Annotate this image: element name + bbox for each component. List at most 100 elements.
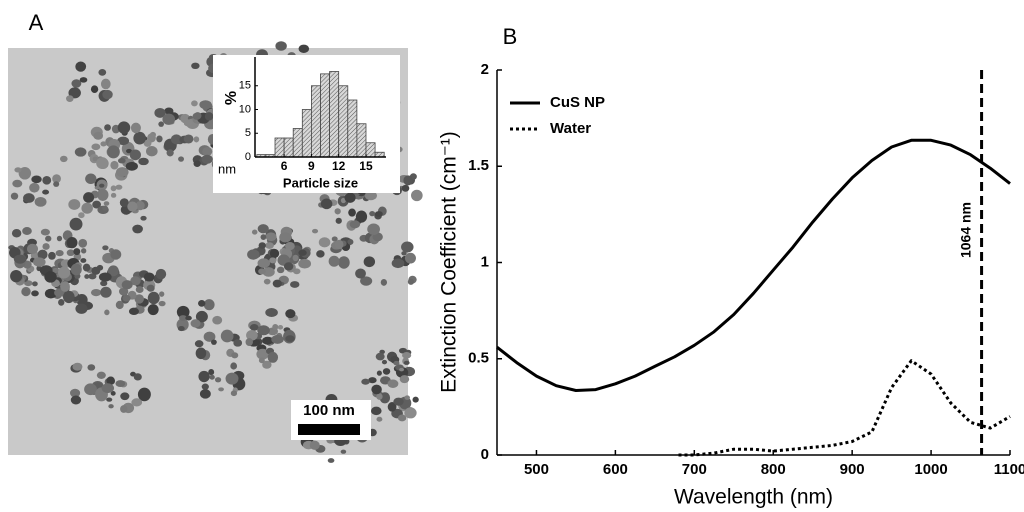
y-axis-label: Extinction Coefficient (cm⁻¹) (438, 131, 461, 393)
scale-bar-label: 100 nm (303, 402, 355, 419)
nanoparticle (212, 315, 223, 325)
nanoparticle (92, 156, 98, 162)
nanoparticle (166, 149, 174, 157)
nanoparticle (107, 265, 119, 277)
nanoparticle (367, 223, 380, 235)
nanoparticle (298, 258, 312, 269)
nanoparticle (120, 405, 128, 413)
nanoparticle (155, 268, 167, 280)
nanoparticle (340, 449, 347, 454)
nanoparticle (125, 161, 138, 171)
series-line (678, 359, 1011, 457)
nanoparticle (71, 79, 82, 88)
nanoparticle (269, 248, 280, 258)
x-tick-label: 800 (761, 461, 786, 478)
nanoparticle (176, 305, 190, 319)
x-tick-label: 500 (524, 461, 549, 478)
nanoparticle (265, 232, 277, 241)
nanoparticle (33, 257, 46, 267)
nanoparticle (361, 378, 370, 385)
nanoparticle (24, 280, 33, 287)
nanoparticle (198, 370, 210, 383)
nanoparticle (230, 390, 238, 397)
nanoparticle (404, 252, 416, 264)
nanoparticle (376, 370, 382, 376)
bar (320, 73, 330, 158)
nanoparticle (258, 357, 265, 364)
nanoparticle (369, 210, 376, 217)
nanoparticle (128, 307, 139, 316)
nanoparticle (348, 208, 356, 217)
bar (311, 85, 321, 158)
nanoparticle (247, 249, 260, 260)
nanoparticle (285, 241, 295, 251)
nanoparticle (198, 299, 206, 307)
nanoparticle (398, 347, 408, 354)
nanoparticle (170, 134, 182, 145)
nanoparticle (158, 300, 166, 307)
nanoparticle (404, 407, 417, 419)
nanoparticle (29, 182, 40, 193)
nanoparticle (110, 391, 116, 396)
nanoparticle (381, 359, 388, 365)
bar (283, 137, 294, 158)
nanoparticle (137, 387, 151, 402)
nanoparticle (344, 192, 356, 203)
nanoparticle (147, 291, 160, 305)
nanoparticle (59, 155, 68, 163)
nanoparticle (100, 286, 112, 298)
nanoparticle (74, 147, 87, 157)
nanoparticle (32, 281, 38, 287)
nanoparticle (98, 68, 107, 76)
nanoparticle (162, 113, 176, 125)
nanoparticle (94, 185, 100, 190)
nanoparticle (190, 319, 201, 328)
nanoparticle (399, 367, 405, 372)
nanoparticle (402, 351, 412, 359)
nanoparticle (195, 310, 208, 323)
y-tick-label: 0 (245, 151, 251, 163)
nanoparticle (158, 121, 164, 127)
nanoparticle (58, 298, 65, 306)
x-tick-label: 900 (840, 461, 865, 478)
nanoparticle (106, 376, 115, 385)
nanoparticle (283, 262, 294, 271)
nanoparticle (110, 160, 119, 170)
x-axis-label: Wavelength (nm) (674, 486, 833, 509)
nanoparticle (193, 136, 200, 143)
nanoparticle (269, 257, 277, 264)
nanoparticle (185, 315, 192, 321)
nanoparticle (203, 299, 215, 311)
nanoparticle (130, 276, 141, 286)
x-tick-label: 12 (332, 159, 346, 173)
nanoparticle (75, 303, 88, 314)
nanoparticle (379, 392, 391, 404)
nanoparticle (80, 258, 87, 263)
nanoparticle (256, 348, 269, 360)
nanoparticle (117, 121, 131, 134)
nanoparticle (178, 156, 185, 162)
legend-label: CuS NP (550, 94, 605, 111)
nanoparticle (272, 279, 282, 288)
nanoparticle (375, 352, 385, 361)
nanoparticle (208, 369, 215, 376)
nanoparticle (102, 245, 109, 251)
x-tick-label: 15 (359, 159, 373, 173)
nanoparticle (138, 157, 149, 166)
nanoparticle (57, 266, 71, 279)
nanoparticle (66, 95, 74, 102)
nanoparticle (100, 141, 107, 147)
nanoparticle (127, 201, 138, 212)
nanoparticle (73, 248, 81, 256)
bar (365, 142, 376, 158)
y-tick-label: 0.5 (468, 350, 489, 367)
nanoparticle (68, 199, 81, 210)
nanoparticle (179, 315, 187, 321)
nanoparticle (298, 44, 310, 53)
nanoparticle (84, 274, 90, 279)
nanoparticle (380, 278, 388, 286)
nanoparticle (143, 272, 155, 282)
bar (329, 71, 340, 158)
series-line (496, 138, 1011, 392)
